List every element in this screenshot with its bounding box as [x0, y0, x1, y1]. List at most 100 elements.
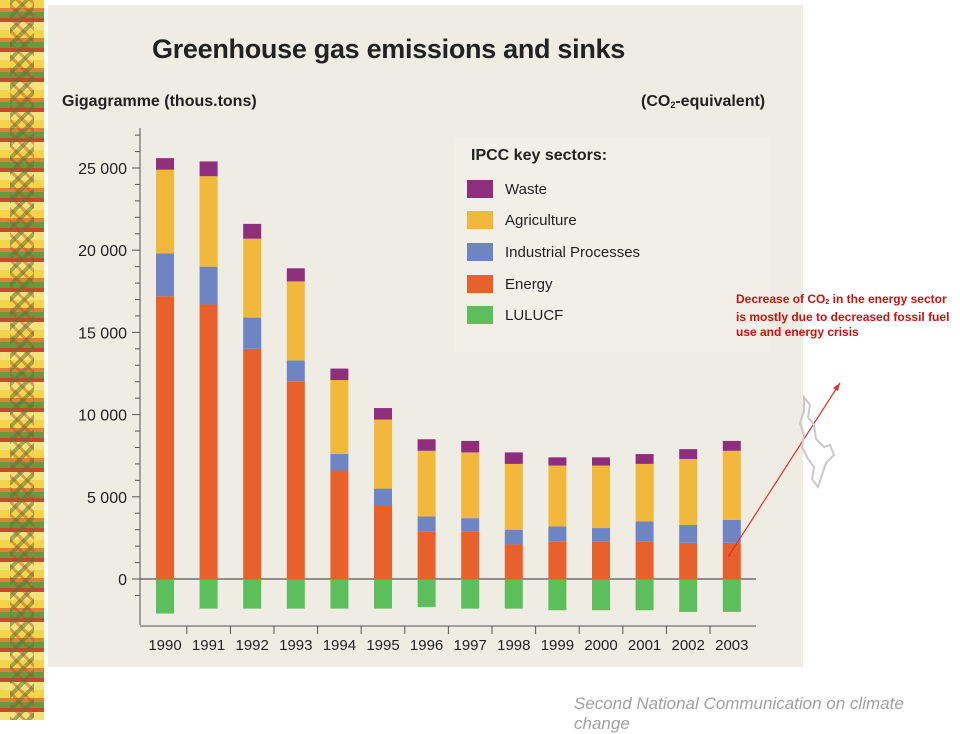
bar-segment-energy [330, 470, 349, 579]
x-tick-label: 1994 [323, 637, 356, 654]
legend-item-energy: Energy [467, 274, 553, 294]
bar-segment-waste [330, 368, 349, 381]
y-tick-labels: 0 5 000 10 000 15 000 20 000 25 000 [78, 161, 127, 589]
bar-segment-waste [722, 440, 741, 451]
bar-segment-industrial-processes [679, 524, 698, 543]
bar-segment-lulucf [156, 580, 174, 614]
bar-segment-lulucf [243, 580, 262, 609]
bar-segment-waste [548, 457, 567, 466]
bar-segment-industrial-processes [199, 266, 218, 305]
unit-prefix: (CO [641, 93, 671, 110]
bar-segment-agriculture [417, 450, 436, 517]
bar-segment-lulucf [330, 580, 349, 609]
x-tick-labels: 1990 1991 1992 1993 1994 1995 1996 1997 1998 1999… [148, 637, 748, 654]
x-tick-label: 1995 [366, 637, 399, 654]
bar-segment-lulucf [461, 580, 480, 609]
bar-segment-agriculture [199, 176, 218, 267]
bar-segment-lulucf [679, 580, 698, 612]
bar-segment-lulucf [592, 580, 610, 611]
bar-segment-industrial-processes [635, 521, 654, 542]
annotation-arrowhead [833, 383, 840, 391]
chart-title: Greenhouse gas emissions and sinks [152, 34, 625, 64]
bar-segment-industrial-processes [156, 253, 174, 297]
bar-segment-energy [635, 541, 654, 579]
legend-swatch-agriculture [467, 211, 493, 229]
bar-segment-lulucf [199, 580, 218, 609]
bar-segment-lulucf [548, 580, 567, 611]
bar-segment-industrial-processes [592, 528, 610, 542]
annotation-part1: Decrease of CO [736, 292, 826, 306]
legend-label: Waste [505, 180, 547, 198]
legend-label: LULUCF [505, 306, 564, 324]
bar-segment-industrial-processes [417, 516, 436, 532]
bar-segment-waste [243, 223, 262, 239]
country-map-outline [798, 395, 836, 490]
footer-caption: Second National Communication on climate… [574, 694, 904, 733]
bar-segment-waste [635, 454, 654, 464]
y-tick-label: 5 000 [87, 490, 127, 507]
bar-segment-waste [286, 268, 305, 282]
bar-segment-agriculture [635, 463, 654, 522]
unit-suffix: -equivalent) [675, 93, 766, 110]
x-tick-label: 1999 [541, 637, 574, 654]
bar-segment-lulucf [374, 580, 392, 609]
annotation-arrow [727, 382, 841, 558]
annotation-part2: in the energy sector is mostly due to de… [736, 292, 950, 339]
y-tick-label: 10 000 [78, 408, 127, 425]
bar-segment-agriculture [592, 465, 610, 529]
bar-segment-industrial-processes [286, 360, 305, 382]
legend-label: Industrial Processes [505, 243, 641, 261]
bar-segment-industrial-processes [722, 519, 741, 543]
unit-subscript: 2 [670, 100, 676, 110]
x-tick-label: 1993 [279, 637, 312, 654]
bar-segment-energy [504, 544, 523, 579]
legend-label: Energy [505, 275, 553, 293]
bar-segment-waste [504, 452, 523, 464]
bar-segment-waste [417, 439, 436, 451]
legend-title: IPCC key sectors: [471, 147, 608, 164]
bar-segment-energy [461, 531, 480, 579]
x-tick-label: 2001 [628, 637, 661, 654]
bar-segment-waste [374, 408, 392, 420]
bar-segment-industrial-processes [243, 317, 262, 349]
bar-segment-waste [199, 161, 218, 177]
bar-segment-lulucf [286, 580, 305, 609]
bar-segment-waste [679, 449, 698, 459]
decorative-side-border [0, 0, 44, 720]
bar-segment-industrial-processes [548, 526, 567, 542]
unit-label: (CO2-equivalent) [641, 93, 765, 111]
bar-segment-lulucf [504, 580, 523, 609]
legend-swatch-waste [467, 180, 493, 198]
legend-item-waste: Waste [467, 179, 547, 199]
bar-segment-energy [374, 505, 392, 579]
x-tick-label: 2002 [672, 637, 705, 654]
y-tick-label: 15 000 [78, 325, 127, 342]
legend-swatch-industrial [467, 243, 493, 261]
bar-segment-agriculture [243, 238, 262, 318]
x-tick-label: 1997 [454, 637, 487, 654]
x-tick-label: 1992 [236, 637, 269, 654]
bar-segment-agriculture [156, 169, 174, 254]
bar-segment-energy [548, 541, 567, 579]
bar-segment-agriculture [330, 380, 349, 455]
bar-segment-agriculture [504, 463, 523, 530]
bar-segment-waste [461, 440, 480, 453]
x-tick-label: 1991 [192, 637, 225, 654]
legend-swatch-energy [467, 275, 493, 293]
bar-segment-energy [286, 381, 305, 579]
y-tick-label: 0 [118, 572, 127, 589]
x-tick-label: 1996 [410, 637, 443, 654]
bar-segment-agriculture [722, 450, 741, 520]
bar-segment-energy [156, 296, 174, 579]
bar-segment-lulucf [417, 580, 436, 607]
annotation-text: Decrease of CO2 in the energy sector is … [736, 292, 951, 340]
bar-segment-agriculture [679, 458, 698, 525]
legend-item-industrial: Industrial Processes [467, 242, 640, 262]
bar-segment-energy [592, 541, 610, 579]
bar-segment-waste [156, 158, 174, 170]
y-axis-label: Gigagramme (thous.tons) [62, 93, 257, 110]
bar-segment-industrial-processes [504, 529, 523, 545]
bar-segment-industrial-processes [461, 518, 480, 532]
annotation-subscript: 2 [825, 299, 830, 306]
